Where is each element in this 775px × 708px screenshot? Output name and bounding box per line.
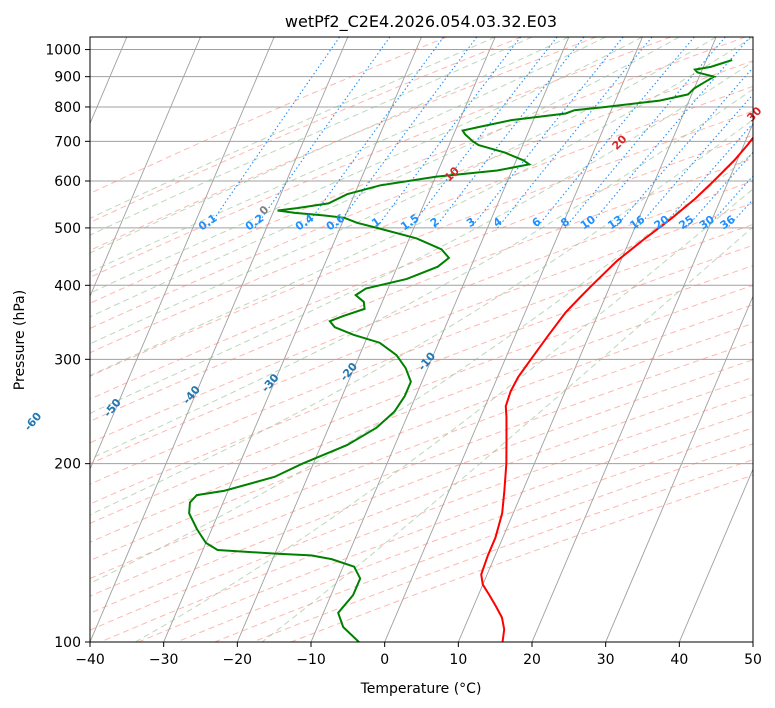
isotherm-line bbox=[90, 37, 275, 471]
background-lines bbox=[90, 37, 753, 642]
moist-adiabat-line bbox=[90, 37, 606, 273]
isotherm-line bbox=[90, 37, 349, 642]
moist-adiabat-line bbox=[90, 37, 643, 294]
chart-title: wetPf2_C2E4.2026.054.03.32.E03 bbox=[285, 12, 557, 32]
isotherm-line bbox=[457, 37, 717, 642]
x-tick-label: 20 bbox=[523, 652, 541, 668]
isotherm-line bbox=[384, 37, 643, 642]
dry-adiabat-line bbox=[90, 37, 447, 195]
x-tick-label: 50 bbox=[744, 652, 762, 668]
moist-adiabat-line bbox=[90, 88, 753, 460]
y-tick-label: 100 bbox=[54, 635, 81, 651]
dry-adiabat-line bbox=[90, 341, 753, 597]
dry-adiabat-line bbox=[90, 304, 753, 562]
x-tick-label: −10 bbox=[296, 652, 326, 668]
moist-adiabat-line bbox=[90, 37, 570, 254]
dry-adiabat-line bbox=[90, 359, 753, 614]
y-tick-label: 900 bbox=[54, 70, 81, 86]
moist-adiabat-line bbox=[90, 61, 753, 414]
mixing-ratio-line bbox=[375, 37, 522, 229]
moist-adiabat-line bbox=[90, 37, 533, 236]
mixing-ratio-line bbox=[207, 37, 341, 229]
isotherm-line bbox=[90, 37, 201, 298]
moist-adiabat-line bbox=[261, 226, 753, 642]
mixing-ratio-line bbox=[636, 93, 753, 229]
x-tick-label: −40 bbox=[75, 652, 105, 668]
dry-adiabat-line bbox=[90, 37, 522, 224]
y-tick-label: 800 bbox=[54, 100, 81, 116]
moist-adiabat-line bbox=[90, 37, 753, 377]
dry-adiabat-line bbox=[90, 223, 753, 485]
dry-adiabat-line bbox=[90, 180, 753, 444]
dry-adiabat-line bbox=[90, 244, 753, 505]
y-tick-label: 600 bbox=[54, 174, 81, 190]
isotherm-line bbox=[678, 467, 753, 642]
moist-adiabat-line bbox=[90, 37, 496, 219]
dry-adiabat-line bbox=[100, 393, 753, 642]
x-tick-label: 0 bbox=[380, 652, 389, 668]
dry-adiabat-label: -60 bbox=[22, 410, 45, 434]
x-tick-label: −20 bbox=[223, 652, 253, 668]
isotherm-line bbox=[163, 37, 422, 642]
mixing-ratio-line bbox=[254, 37, 391, 229]
y-tick-label: 500 bbox=[54, 221, 81, 237]
y-tick-label: 300 bbox=[54, 352, 81, 368]
x-tick-label: 10 bbox=[449, 652, 467, 668]
plot-frame bbox=[89, 36, 754, 643]
y-tick-label: 400 bbox=[54, 278, 81, 294]
mixing-ratio-line bbox=[304, 37, 445, 229]
y-axis-label: Pressure (hPa) bbox=[12, 290, 28, 390]
mixing-ratio-line bbox=[335, 37, 478, 229]
y-tick-label: 700 bbox=[54, 134, 81, 150]
isotherm-line bbox=[752, 640, 753, 642]
dry-adiabat-line bbox=[90, 85, 753, 354]
y-tick-label: 1000 bbox=[45, 43, 81, 59]
dry-adiabat-line bbox=[90, 134, 753, 400]
mixing-ratio-line bbox=[564, 37, 726, 229]
x-tick-label: 30 bbox=[597, 652, 615, 668]
isotherm-line bbox=[531, 122, 753, 642]
y-tick-label: 200 bbox=[54, 457, 81, 473]
x-axis-label: Temperature (°C) bbox=[360, 681, 482, 697]
dry-adiabat-line bbox=[90, 110, 753, 377]
mixing-ratio-line bbox=[497, 37, 653, 229]
dry-adiabat-line bbox=[90, 37, 746, 304]
moist-adiabat-line bbox=[90, 37, 717, 345]
axes: −40 −30 −20 −10 0 10 20 30 40 50 100 200 300 400 500 60… bbox=[45, 43, 762, 668]
dry-adiabat-line bbox=[90, 157, 753, 422]
profile-lines bbox=[188, 59, 753, 642]
moist-adiabat-line bbox=[90, 119, 753, 516]
x-tick-label: 40 bbox=[670, 652, 688, 668]
dewpoint-profile-line bbox=[188, 59, 733, 642]
x-tick-label: −30 bbox=[149, 652, 179, 668]
isotherm-line bbox=[605, 295, 753, 642]
dry-adiabat-line bbox=[90, 60, 753, 329]
temperature-profile-line bbox=[480, 136, 753, 642]
plot-background bbox=[90, 37, 753, 642]
dry-adiabat-line bbox=[90, 284, 753, 543]
moist-adiabat-line bbox=[135, 188, 753, 642]
